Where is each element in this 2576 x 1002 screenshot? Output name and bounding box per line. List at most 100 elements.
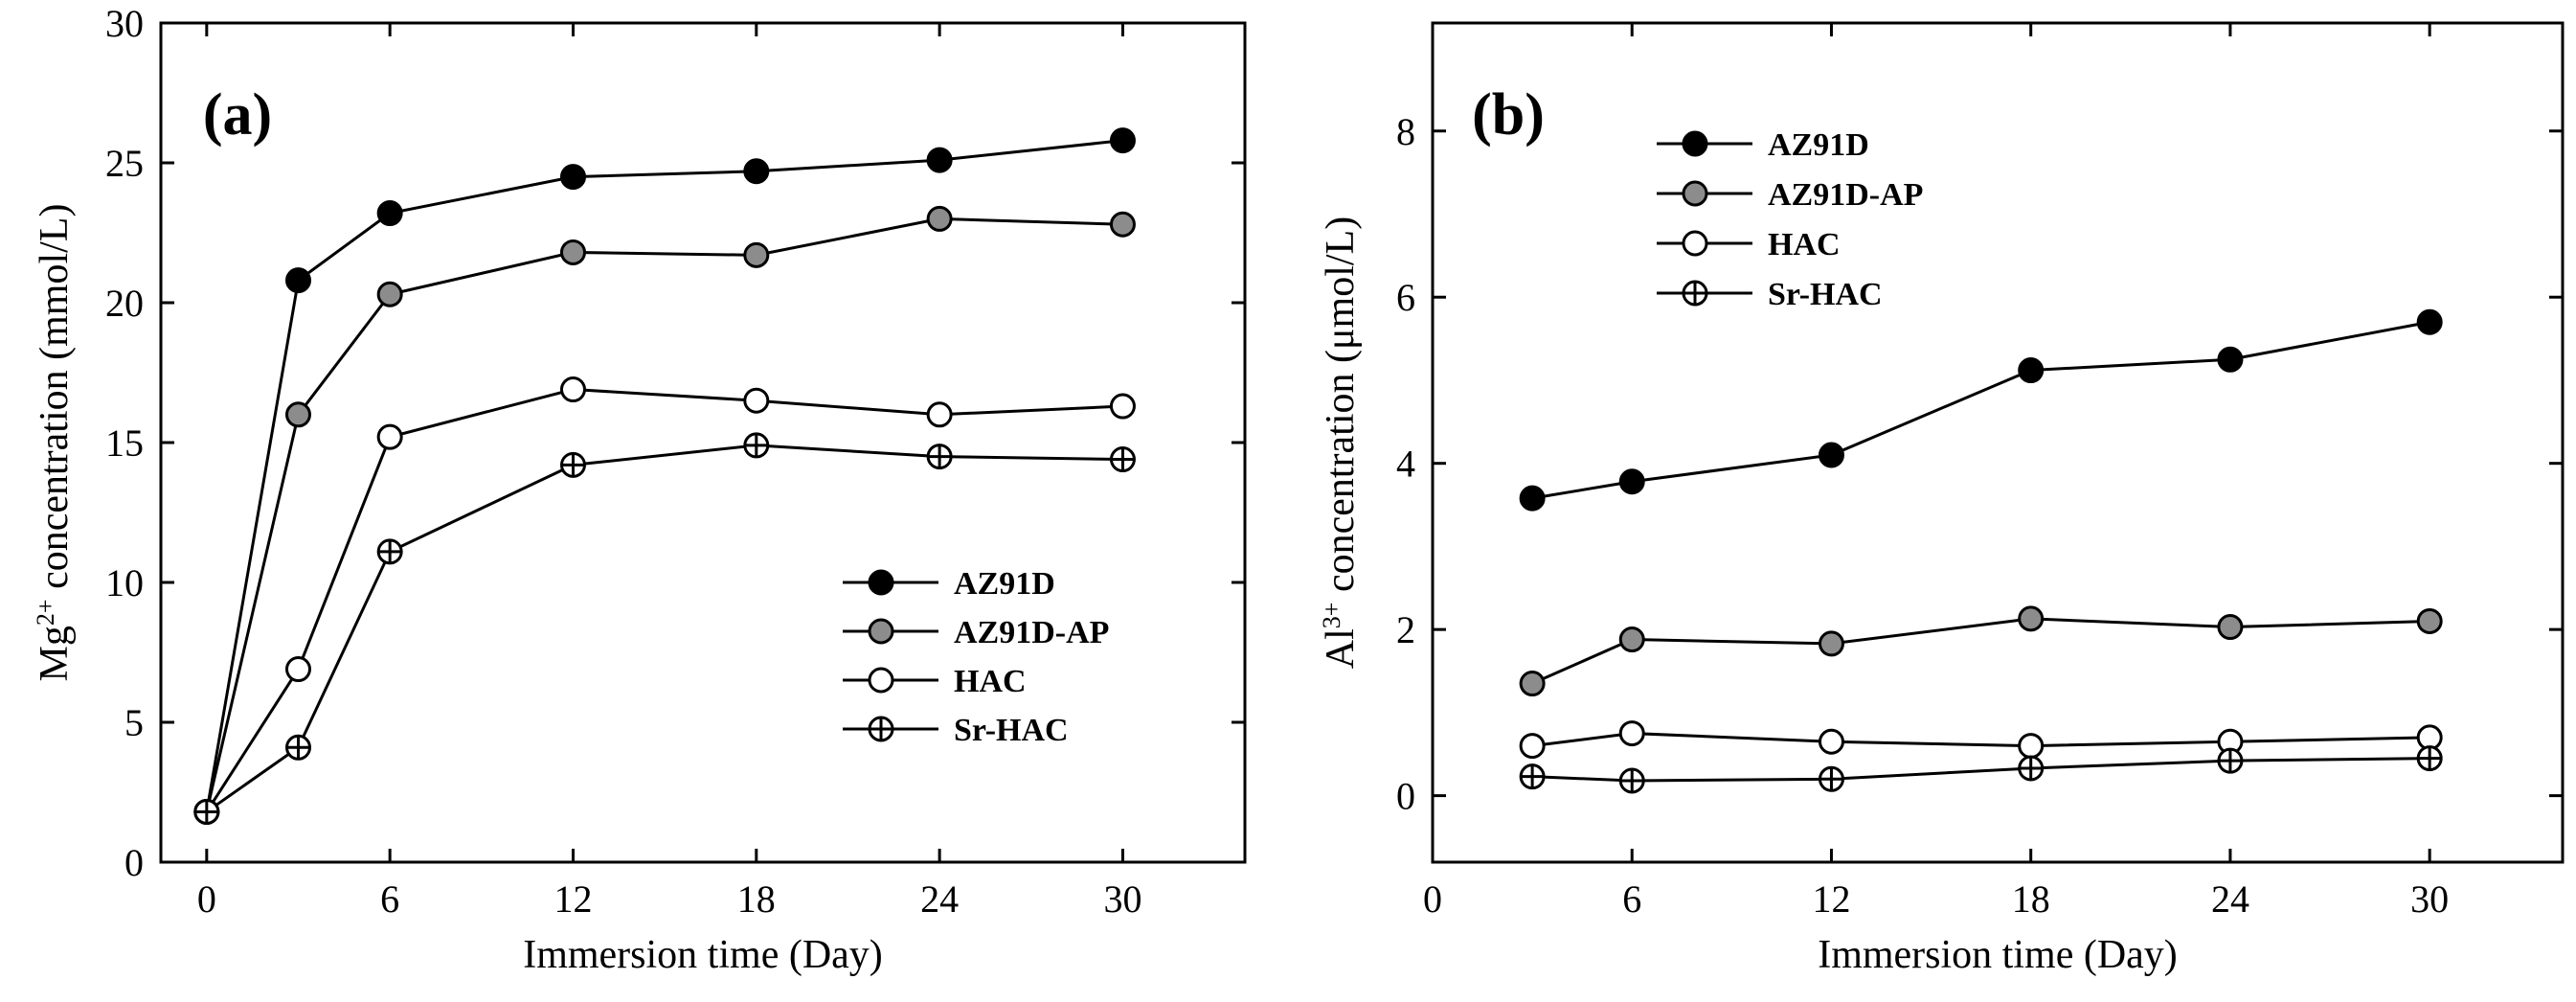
data-point	[1519, 485, 1546, 512]
data-point	[2416, 745, 2443, 772]
y-tick-label: 2	[1396, 608, 1415, 651]
legend-marker	[868, 667, 894, 694]
data-point	[376, 200, 403, 227]
y-tick-label: 30	[105, 2, 144, 45]
x-tick-label: 18	[2012, 877, 2050, 921]
series-line	[1531, 732, 2430, 748]
data-point	[1618, 720, 1645, 747]
data-point	[284, 401, 311, 428]
x-tick-label: 6	[1622, 877, 1641, 921]
x-tick-label: 0	[1423, 877, 1442, 921]
y-tick-label: 0	[124, 841, 144, 884]
chart-panel-a: 0 6 12 18 24 30 0 5 10 15 20 25 30 Immersion time (Da…	[32, 2, 1247, 977]
x-tick-label: 6	[380, 877, 399, 921]
data-point	[2217, 747, 2244, 774]
series-line	[205, 139, 1123, 812]
y-axis-label: Mg2+ concentration (mmol/L)	[32, 204, 78, 682]
x-axis-label: Immersion time (Day)	[1818, 933, 2178, 977]
legend-label: HAC	[954, 664, 1027, 699]
legend-item: AZ91D	[843, 566, 1055, 602]
data-point	[743, 241, 770, 268]
data-point	[1818, 765, 1844, 792]
x-tick-label: 30	[2410, 877, 2449, 921]
data-point	[1818, 728, 1844, 755]
series-sr-hac	[193, 432, 1136, 825]
data-point	[1818, 442, 1844, 468]
data-point	[2018, 357, 2045, 384]
legend-item: Sr-HAC	[1657, 277, 1883, 312]
data-point	[743, 432, 770, 459]
data-point	[2018, 755, 2045, 782]
y-tick-label: 10	[105, 561, 144, 604]
data-point	[1109, 393, 1136, 420]
data-point	[2416, 308, 2443, 335]
series-az91d-ap	[1519, 605, 2443, 697]
legend-item: HAC	[1657, 227, 1841, 262]
data-point	[284, 734, 311, 761]
series-az91d	[1519, 308, 2443, 512]
y-tick-label: 0	[1396, 775, 1415, 818]
legend-item: HAC	[843, 664, 1027, 699]
y-tick-label: 6	[1396, 276, 1415, 319]
legend-marker	[1682, 280, 1708, 307]
legend-label: AZ91D-AP	[1768, 177, 1923, 213]
x-tick-label: 30	[1103, 877, 1141, 921]
legend-item: AZ91D-AP	[1657, 177, 1923, 213]
data-point	[559, 376, 586, 403]
data-point	[2217, 346, 2244, 373]
legend-item: AZ91D	[1657, 127, 1869, 163]
data-point	[743, 158, 770, 185]
data-point	[743, 387, 770, 414]
series-line	[1532, 757, 2430, 783]
series-line	[1531, 320, 2430, 500]
legend-label: AZ91D-AP	[954, 615, 1109, 650]
legend-item: AZ91D-AP	[843, 615, 1109, 650]
data-point	[1519, 671, 1546, 697]
legend-marker	[1682, 180, 1708, 207]
data-point	[376, 281, 403, 307]
y-tick-label: 5	[124, 701, 144, 744]
data-point	[1618, 468, 1645, 495]
legend-marker	[868, 618, 894, 645]
data-point	[2217, 614, 2244, 641]
panel-tag: (a)	[203, 82, 272, 148]
plot-frame	[1431, 21, 2565, 864]
legend-marker	[868, 569, 894, 596]
x-axis-label: Immersion time (Day)	[523, 933, 883, 977]
y-tick-label: 4	[1396, 443, 1415, 486]
data-point	[1818, 630, 1844, 657]
legend-label: Sr-HAC	[1768, 277, 1883, 312]
data-point	[926, 444, 953, 470]
data-point	[1109, 446, 1136, 473]
data-point	[926, 147, 953, 173]
data-point	[1519, 733, 1546, 760]
x-tick-label: 24	[2211, 877, 2249, 921]
data-point	[1109, 211, 1136, 238]
legend-item: Sr-HAC	[843, 713, 1069, 748]
data-point	[1519, 763, 1546, 790]
x-tick-label: 24	[920, 877, 959, 921]
x-tick-label: 12	[554, 877, 592, 921]
series-sr-hac	[1519, 745, 2443, 794]
legend: AZ91D AZ91D-AP HAC Sr-HAC	[1657, 127, 1923, 312]
data-point	[284, 656, 311, 683]
data-point	[559, 239, 586, 265]
panel-tag: (b)	[1472, 82, 1545, 148]
data-point	[193, 798, 220, 825]
data-point	[926, 401, 953, 428]
data-point	[376, 423, 403, 450]
data-point	[284, 267, 311, 294]
legend-label: Sr-HAC	[954, 713, 1069, 748]
x-tick-label: 18	[737, 877, 776, 921]
plot-frame	[159, 21, 1247, 864]
data-point	[926, 205, 953, 232]
data-point	[1109, 127, 1136, 154]
series-hac	[1519, 720, 2443, 760]
data-point	[2018, 605, 2045, 632]
legend-label: AZ91D	[954, 566, 1055, 602]
legend-marker	[1682, 230, 1708, 257]
legend: AZ91D AZ91D-AP HAC Sr-HAC	[843, 566, 1109, 748]
legend-marker	[868, 716, 894, 742]
